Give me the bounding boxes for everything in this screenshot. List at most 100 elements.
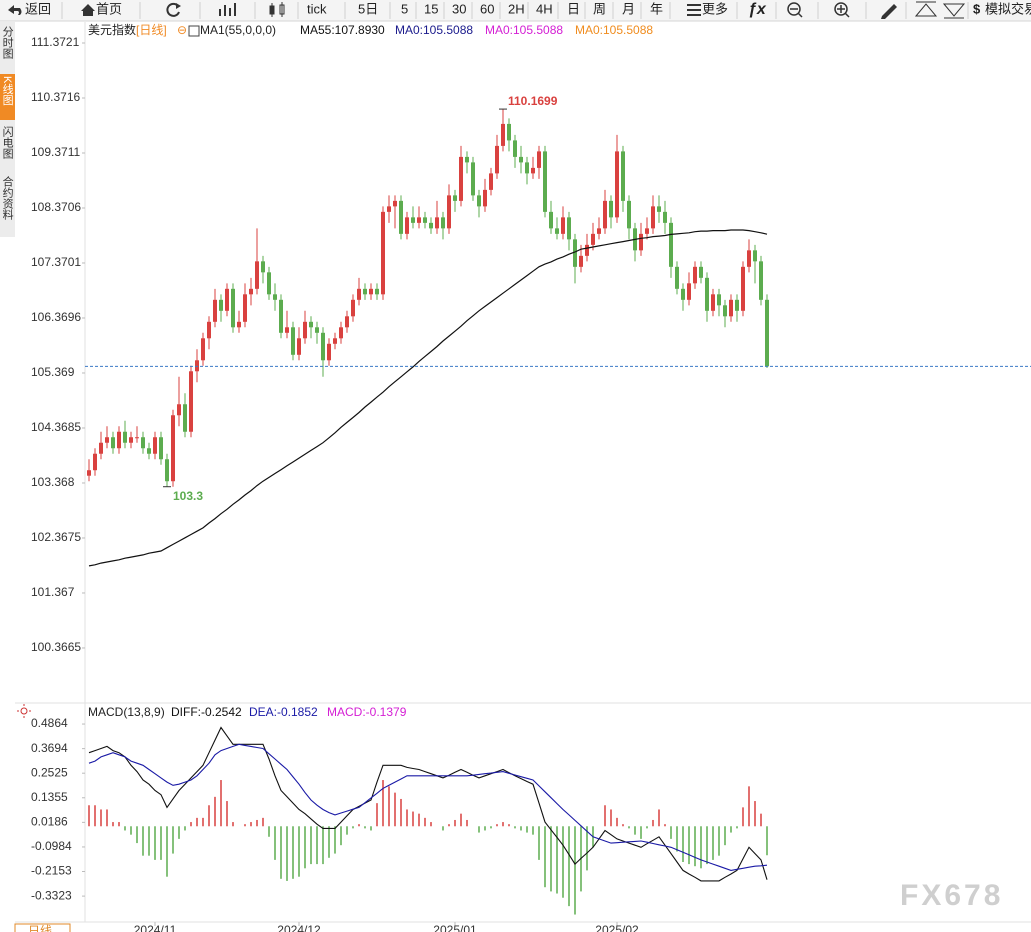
toolbar-button[interactable]: 30 xyxy=(452,1,466,16)
indicator-label: MA0:105.5088 xyxy=(485,23,563,37)
x-tick-label: 2024/12 xyxy=(277,923,321,932)
fx-icon[interactable]: ƒx xyxy=(748,1,767,18)
y-tick-label: 106.3696 xyxy=(31,310,81,324)
candle-body xyxy=(549,211,553,229)
candle-body xyxy=(99,442,103,454)
sidebar-tab[interactable]: 合约资料 xyxy=(1,175,14,221)
candle-body xyxy=(207,321,211,339)
back-icon[interactable] xyxy=(8,5,22,15)
candle-body xyxy=(381,211,385,295)
toggle-icon[interactable]: ⊖ xyxy=(177,23,187,37)
x-tick-label: 2024/11 xyxy=(134,923,177,932)
more-icon[interactable] xyxy=(687,4,701,16)
candle-body xyxy=(753,250,757,262)
toolbar-button[interactable]: 年 xyxy=(650,1,663,16)
candle-body xyxy=(273,294,277,300)
candle-body xyxy=(477,195,481,207)
candle-body xyxy=(129,437,133,443)
candle-body xyxy=(543,151,547,212)
candle-body xyxy=(561,217,565,234)
candle-body xyxy=(123,431,127,443)
toolbar-button[interactable]: 首页 xyxy=(96,1,122,16)
pen-icon[interactable] xyxy=(881,4,897,19)
refresh-icon[interactable] xyxy=(166,2,180,17)
candle-body xyxy=(135,437,139,439)
legend-entry: MACD:-0.1379 xyxy=(327,705,407,719)
candle-body xyxy=(525,162,529,174)
candle-body xyxy=(603,200,607,229)
toolbar-button[interactable]: 15 xyxy=(424,1,438,16)
y-tick-label: 101.367 xyxy=(31,585,75,599)
y-tick-label: 110.3716 xyxy=(31,90,80,104)
candle-body xyxy=(495,145,499,174)
toolbar-button[interactable]: 更多 xyxy=(702,1,728,16)
candle-body xyxy=(87,470,91,476)
candle-body xyxy=(741,266,745,311)
up-tri-icon[interactable] xyxy=(914,1,938,17)
zoom-in-icon[interactable] xyxy=(834,2,850,18)
candle-body xyxy=(423,217,427,223)
candle-icon[interactable] xyxy=(269,2,285,17)
toolbar-button[interactable]: 5 xyxy=(401,1,408,16)
macd-icon[interactable] xyxy=(17,704,31,718)
candle-body xyxy=(591,233,595,245)
diff-line xyxy=(88,726,768,882)
candle-body xyxy=(513,140,517,157)
candle-body xyxy=(531,167,535,174)
candle-body xyxy=(567,217,571,240)
toolbar xyxy=(0,0,1031,21)
y-tick-label: 0.3694 xyxy=(31,741,68,755)
low-label: 103.3 xyxy=(173,489,203,503)
candle-body xyxy=(213,299,217,322)
candle-body xyxy=(147,448,151,454)
candle-body xyxy=(267,272,271,295)
toolbar-button[interactable]: 周 xyxy=(593,1,606,16)
candle-body xyxy=(723,305,727,317)
toolbar-button[interactable]: 日 xyxy=(567,1,580,16)
bottom-tab-label[interactable]: 日线 xyxy=(28,924,52,932)
refresh-arrow xyxy=(176,3,181,9)
toolbar-button[interactable]: 返回 xyxy=(25,1,51,16)
dollar-icon[interactable]: $ xyxy=(973,1,981,16)
toolbar-button[interactable]: 5日 xyxy=(358,1,378,16)
candle-body xyxy=(435,217,439,229)
candle-body xyxy=(519,156,523,163)
toolbar-button[interactable]: tick xyxy=(307,1,327,16)
toolbar-button[interactable]: 60 xyxy=(480,1,494,16)
candle-body xyxy=(573,239,577,267)
sidebar-tab[interactable]: 分时图 xyxy=(1,26,14,60)
toolbar-button[interactable]: 4H xyxy=(536,1,553,16)
sidebar-tab[interactable]: 闪电图 xyxy=(1,125,14,160)
chart-title: 美元指数 xyxy=(88,22,136,37)
candle-body xyxy=(303,321,307,339)
candle-body xyxy=(141,437,145,449)
candle-body xyxy=(339,327,343,339)
candle-body xyxy=(459,156,463,201)
down-tri-icon[interactable] xyxy=(942,3,966,19)
candle-body xyxy=(291,327,295,355)
y-tick-label: 0.4864 xyxy=(31,716,68,730)
toolbar-button[interactable]: 2H xyxy=(508,1,525,16)
legend-entry: DIFF:-0.2542 xyxy=(171,705,242,719)
y-tick-label: -0.0984 xyxy=(31,839,72,853)
indicator-icon[interactable] xyxy=(188,25,200,37)
bottom-tab[interactable] xyxy=(14,923,71,932)
toolbar-button[interactable]: 模拟交易 xyxy=(985,1,1031,16)
y-tick-label: 105.369 xyxy=(31,365,75,379)
candle-body xyxy=(585,244,589,256)
kline-icon[interactable] xyxy=(219,3,236,16)
candle-body xyxy=(693,266,697,284)
toolbar-button[interactable]: 月 xyxy=(622,1,635,16)
y-tick-label: 109.3711 xyxy=(31,145,80,159)
candle-body xyxy=(507,123,511,141)
candle-body xyxy=(321,332,325,361)
candle-body xyxy=(441,217,445,229)
sidebar-tab[interactable]: K线图 xyxy=(1,76,14,106)
candle-body xyxy=(579,255,583,267)
candle-body xyxy=(261,261,265,273)
candle-body xyxy=(351,299,355,317)
home-icon[interactable] xyxy=(81,4,95,16)
candle-body xyxy=(387,206,391,212)
zoom-out-icon[interactable] xyxy=(787,2,803,18)
